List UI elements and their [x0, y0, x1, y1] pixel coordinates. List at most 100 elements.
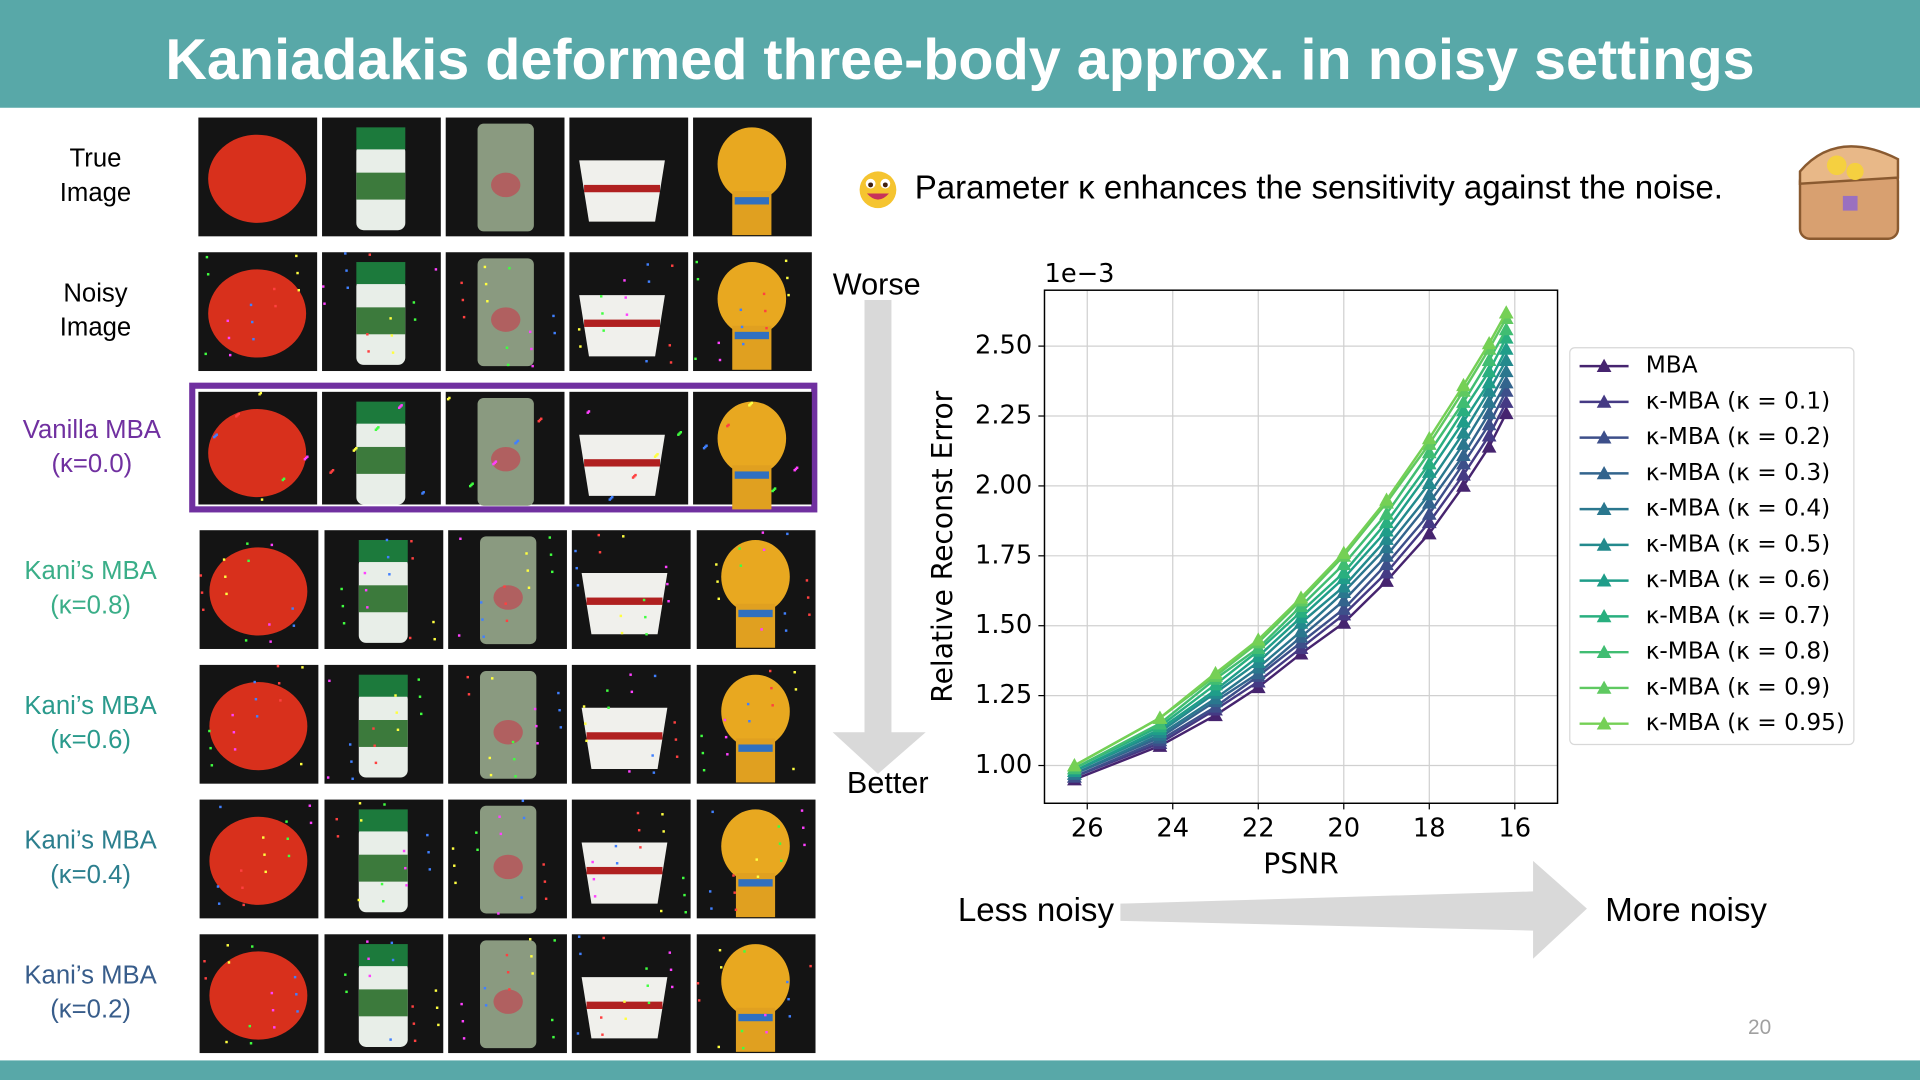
- object: [721, 540, 790, 614]
- image-tile: [448, 530, 567, 649]
- image-tile: [693, 391, 812, 510]
- noise-speck: [733, 891, 736, 894]
- marker: [1456, 467, 1471, 481]
- legend-label: κ-MBA (κ = 0.2): [1646, 423, 1830, 450]
- object: [208, 408, 307, 498]
- noise-speck: [388, 573, 391, 576]
- row-label: Image: [60, 314, 131, 342]
- marker: [1379, 573, 1394, 587]
- object: [491, 446, 521, 472]
- marker: [1498, 394, 1514, 408]
- noise-speck: [696, 277, 700, 281]
- image-tile: [445, 117, 565, 237]
- noise-speck: [395, 711, 398, 714]
- noise-speck: [404, 866, 407, 870]
- noise-speck: [673, 721, 676, 724]
- noise-speck: [619, 614, 623, 618]
- legend-label: κ-MBA (κ = 0.5): [1646, 530, 1830, 557]
- image-tile: [324, 664, 444, 784]
- noise-speck: [418, 695, 422, 698]
- noise-speck: [717, 1045, 720, 1049]
- noise-speck: [579, 952, 582, 956]
- object: [738, 609, 773, 618]
- noise-speck: [475, 831, 478, 834]
- noise-speck: [241, 886, 244, 889]
- noise-speck: [273, 287, 276, 291]
- noise-speck: [428, 868, 432, 871]
- noise-speck: [235, 415, 238, 418]
- object: [358, 720, 408, 747]
- legend-label: κ-MBA (κ = 0.6): [1646, 566, 1830, 593]
- noise-speck: [389, 317, 392, 320]
- image-tile: [448, 664, 567, 784]
- object: [734, 331, 769, 340]
- marker: [1421, 431, 1437, 445]
- marker: [1379, 565, 1394, 579]
- noise-speck: [668, 951, 672, 954]
- image-tile: [199, 530, 319, 649]
- noise-speck: [526, 569, 529, 572]
- marker: [1498, 405, 1514, 420]
- arrow-label-right: More noisy: [1605, 892, 1767, 929]
- noise-speck: [492, 462, 495, 466]
- noise-speck: [484, 1004, 488, 1007]
- marker: [1498, 363, 1514, 378]
- marker: [1456, 478, 1471, 492]
- horizontal-arrow: [1120, 860, 1587, 959]
- noise-speck: [544, 897, 548, 900]
- noise-speck: [553, 331, 556, 335]
- image-tile: [324, 799, 444, 919]
- noise-speck: [217, 902, 221, 905]
- object: [491, 307, 521, 332]
- noise-speck: [748, 404, 751, 407]
- noise-speck: [786, 532, 789, 536]
- noise-speck: [300, 762, 303, 766]
- noise-speck: [600, 295, 603, 298]
- marker: [1293, 590, 1309, 604]
- noise-speck: [277, 682, 281, 685]
- legend-marker: [1596, 394, 1612, 408]
- object: [493, 585, 523, 610]
- noise-speck: [794, 688, 798, 691]
- noise-speck: [607, 706, 610, 709]
- noise-speck: [457, 634, 461, 637]
- image-tile: [693, 252, 812, 372]
- noise-speck: [600, 1016, 603, 1019]
- noise-speck: [394, 694, 397, 697]
- noise-speck: [535, 724, 538, 728]
- noise-speck: [476, 848, 479, 852]
- noise-speck: [451, 847, 455, 850]
- noise-speck: [244, 639, 248, 642]
- legend-label: κ-MBA (κ = 0.8): [1646, 638, 1830, 665]
- marker: [1481, 394, 1497, 408]
- legend-label: MBA: [1646, 352, 1698, 379]
- row-label: Kani’s MBA: [24, 557, 157, 585]
- noise-speck: [504, 602, 507, 605]
- noise-speck: [748, 720, 751, 723]
- marker: [1152, 710, 1168, 724]
- noise-speck: [548, 536, 552, 539]
- object: [356, 446, 406, 474]
- chest-icon: [1798, 145, 1900, 240]
- marker: [1379, 506, 1394, 520]
- noise-speck: [787, 293, 790, 297]
- x-tick-label: 26: [1071, 813, 1104, 843]
- noise-speck: [783, 612, 787, 615]
- noise-speck: [340, 587, 343, 591]
- noise-speck: [417, 678, 420, 681]
- noise-speck: [260, 498, 264, 501]
- series-line: [1073, 317, 1508, 767]
- noise-speck: [303, 457, 307, 461]
- legend-marker: [1596, 680, 1612, 694]
- marker: [1498, 383, 1514, 397]
- noise-speck: [468, 484, 472, 488]
- noise-speck: [717, 597, 720, 600]
- noise-speck: [433, 637, 436, 641]
- noise-speck: [645, 360, 648, 363]
- object: [717, 127, 787, 201]
- noise-speck: [204, 977, 207, 980]
- marker: [1336, 579, 1352, 593]
- row-label: Vanilla MBA: [23, 416, 162, 444]
- series-line: [1073, 412, 1508, 781]
- marker: [1498, 375, 1514, 389]
